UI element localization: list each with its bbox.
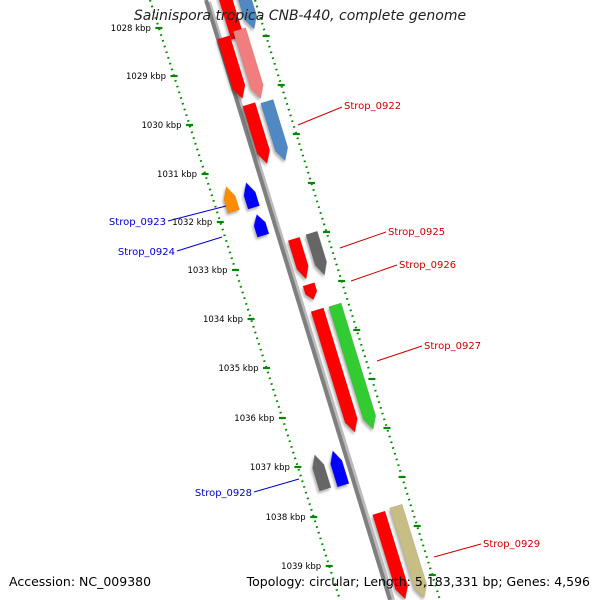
gene-label: Strop_0923 xyxy=(109,217,166,228)
gene-arrow xyxy=(302,282,318,301)
ruler-labels: 1028 kbp 1029 kbp 1030 kbp 1031 kbp 1032 kbp… xyxy=(111,24,321,572)
ruler-label: 1038 kbp xyxy=(266,513,306,523)
gene-arrow xyxy=(217,35,246,100)
gene-labels: Strop_0922 Strop_0923 Strop_0924 Strop_0925… xyxy=(109,101,540,558)
gene-arrow xyxy=(223,185,240,214)
gene-arrow xyxy=(330,450,350,488)
gene-arrow xyxy=(232,27,264,100)
ruler-ticks xyxy=(155,26,436,577)
ruler-label: 1037 kbp xyxy=(250,463,290,473)
gene-arrow xyxy=(253,213,270,238)
ruler-label: 1036 kbp xyxy=(234,414,274,424)
ruler-label: 1035 kbp xyxy=(218,364,258,374)
gene-label: Strop_0924 xyxy=(118,247,175,258)
gene-arrow xyxy=(233,0,258,30)
gene-arrow xyxy=(328,302,377,430)
gene-label-leader xyxy=(376,345,423,362)
gene-label-leader xyxy=(433,543,482,558)
gene-label: Strop_0929 xyxy=(483,539,540,550)
diagram-title: Salinispora tropica CNB-440, complete ge… xyxy=(133,8,467,24)
gene-label: Strop_0922 xyxy=(344,101,401,112)
gene-arrow xyxy=(389,503,428,599)
ruler-label: 1031 kbp xyxy=(157,170,197,180)
gene-arrow xyxy=(242,102,271,165)
ruler-label: 1028 kbp xyxy=(111,24,151,34)
gene-arrow xyxy=(287,236,309,280)
backbone-shadow xyxy=(207,1,395,600)
gene-arrow xyxy=(372,510,409,600)
gene-label-leader xyxy=(176,236,223,252)
ruler-label: 1030 kbp xyxy=(142,121,182,131)
accession-text: Accession: NC_009380 xyxy=(9,574,152,589)
gene-label: Strop_0928 xyxy=(195,488,252,499)
ruler-label: 1039 kbp xyxy=(281,562,321,572)
gene-label: Strop_0925 xyxy=(388,227,445,238)
gene-label-leader xyxy=(350,264,398,282)
gene-label: Strop_0927 xyxy=(424,341,481,352)
gene-arrow xyxy=(217,0,245,41)
gene-arrow xyxy=(310,307,358,433)
gene-label-leader xyxy=(297,106,343,126)
gene-arrow xyxy=(243,181,260,210)
gene-arrow xyxy=(305,230,327,276)
gene-arrow xyxy=(260,99,289,162)
gene-label-leader xyxy=(253,478,300,493)
ruler-label: 1032 kbp xyxy=(172,218,212,228)
genome-summary-text: Topology: circular; Length: 5,183,331 bp… xyxy=(246,574,590,589)
outer-dotted-ruler xyxy=(253,0,442,600)
ruler-label: 1033 kbp xyxy=(187,266,227,276)
gene-label: Strop_0926 xyxy=(399,260,456,271)
ruler-label: 1034 kbp xyxy=(203,315,243,325)
gene-arrow xyxy=(312,454,332,492)
gene-features xyxy=(217,0,428,600)
backbone xyxy=(204,0,392,600)
gene-label-leader xyxy=(339,231,387,249)
gene-label-leader xyxy=(167,205,227,222)
ruler-label: 1029 kbp xyxy=(126,72,166,82)
inner-dotted-ruler xyxy=(148,0,342,600)
